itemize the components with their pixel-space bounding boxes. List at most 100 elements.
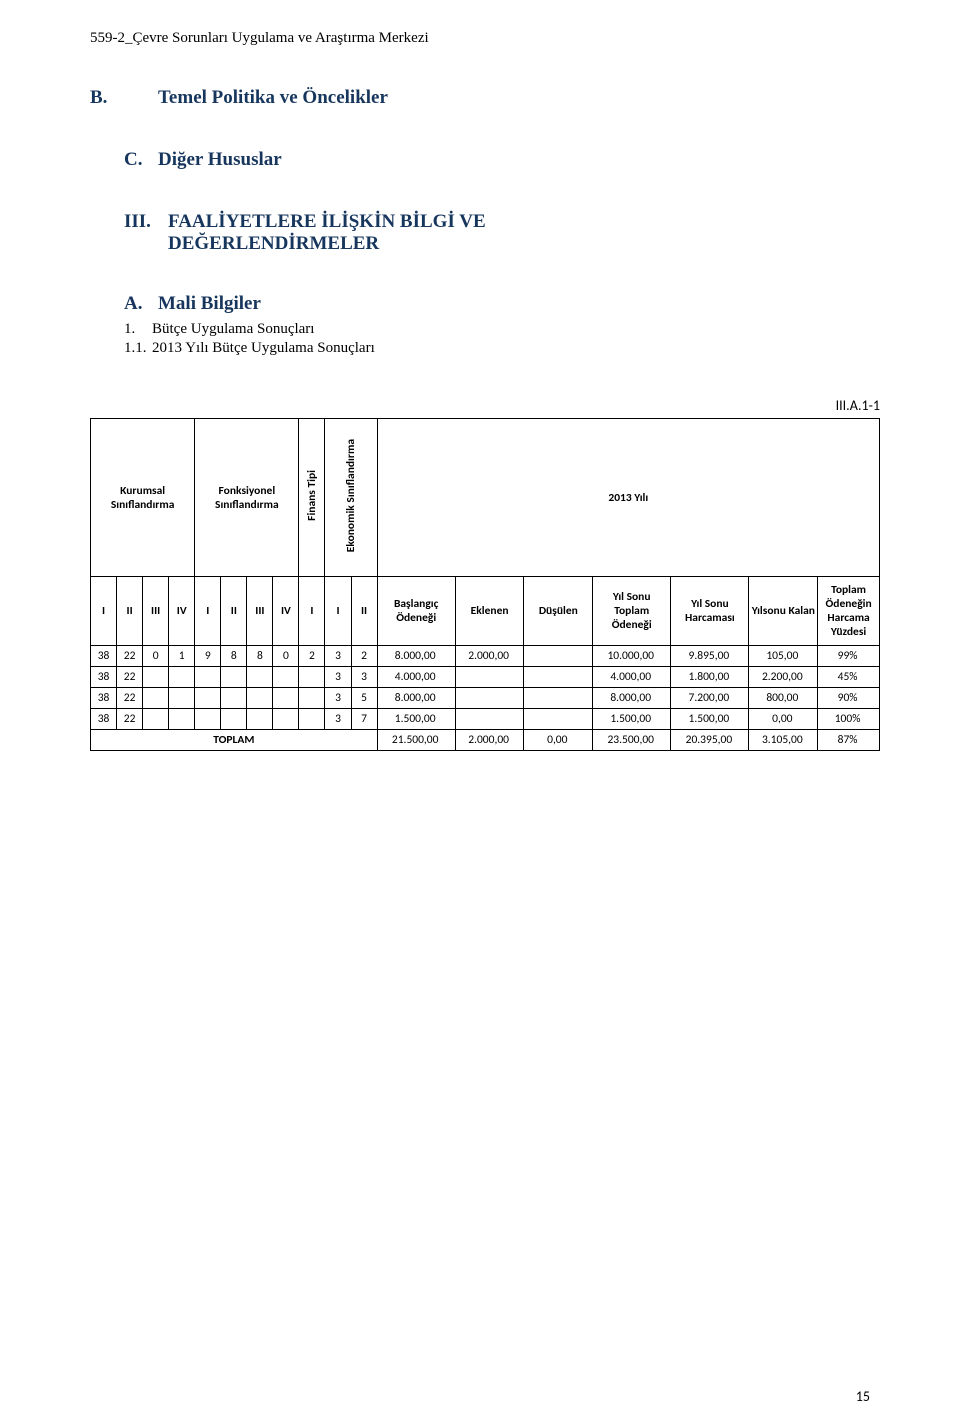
th-kurumsal: Kurumsal Sınıflandırma bbox=[91, 419, 195, 577]
code-cell bbox=[169, 667, 195, 688]
value-cell: 10.000,00 bbox=[593, 646, 671, 667]
totals-cell: 87% bbox=[818, 730, 880, 751]
code-cell bbox=[273, 667, 299, 688]
code-cell bbox=[299, 709, 325, 730]
th-code: II bbox=[117, 577, 143, 646]
budget-table: Kurumsal Sınıflandırma Fonksiyonel Sınıf… bbox=[90, 418, 880, 751]
totals-label: TOPLAM bbox=[91, 730, 378, 751]
code-cell bbox=[169, 688, 195, 709]
th-yilsonu-kalan: Yılsonu Kalan bbox=[749, 577, 818, 646]
value-cell: 8.000,00 bbox=[593, 688, 671, 709]
value-cell: 1.500,00 bbox=[671, 709, 749, 730]
code-cell: 38 bbox=[91, 688, 117, 709]
code-cell: 9 bbox=[195, 646, 221, 667]
code-cell bbox=[169, 709, 195, 730]
th-code: IV bbox=[273, 577, 299, 646]
value-cell: 8.000,00 bbox=[377, 646, 455, 667]
sub1-num: 1. bbox=[124, 321, 152, 338]
totals-row: TOPLAM21.500,002.000,000,0023.500,0020.3… bbox=[91, 730, 880, 751]
code-cell: 2 bbox=[351, 646, 377, 667]
section-b-title-text: Temel Politika ve Öncelikler bbox=[158, 87, 388, 108]
table-row: 38220198802328.000,002.000,0010.000,009.… bbox=[91, 646, 880, 667]
totals-cell: 0,00 bbox=[524, 730, 593, 751]
value-cell: 800,00 bbox=[749, 688, 818, 709]
sub2-text: 2013 Yılı Bütçe Uygulama Sonuçları bbox=[152, 340, 375, 356]
th-code: I bbox=[299, 577, 325, 646]
section-b-letter: B. bbox=[124, 87, 158, 109]
value-cell: 2.200,00 bbox=[749, 667, 818, 688]
th-yilsonu-harcama: Yıl Sonu Harcaması bbox=[671, 577, 749, 646]
code-cell: 22 bbox=[117, 646, 143, 667]
code-cell: 1 bbox=[169, 646, 195, 667]
th-eklenen: Eklenen bbox=[455, 577, 524, 646]
code-cell bbox=[221, 688, 247, 709]
value-cell: 90% bbox=[818, 688, 880, 709]
code-cell: 8 bbox=[247, 646, 273, 667]
section-iii-number: III. bbox=[124, 211, 168, 255]
th-code: I bbox=[91, 577, 117, 646]
th-code: III bbox=[143, 577, 169, 646]
code-cell: 3 bbox=[351, 667, 377, 688]
code-cell: 22 bbox=[117, 667, 143, 688]
value-cell bbox=[455, 709, 524, 730]
th-yil: 2013 Yılı bbox=[377, 419, 879, 577]
th-code: I bbox=[325, 577, 351, 646]
code-cell bbox=[247, 709, 273, 730]
th-code: II bbox=[351, 577, 377, 646]
value-cell bbox=[524, 667, 593, 688]
th-code: II bbox=[221, 577, 247, 646]
page-number: 15 bbox=[856, 1388, 870, 1405]
value-cell: 45% bbox=[818, 667, 880, 688]
value-cell: 9.895,00 bbox=[671, 646, 749, 667]
th-code: III bbox=[247, 577, 273, 646]
th-finans: Finans Tipi bbox=[299, 419, 325, 577]
code-cell: 0 bbox=[143, 646, 169, 667]
doc-header: 559-2_Çevre Sorunları Uygulama ve Araştı… bbox=[90, 30, 880, 47]
code-cell bbox=[299, 667, 325, 688]
value-cell: 4.000,00 bbox=[593, 667, 671, 688]
code-cell: 38 bbox=[91, 709, 117, 730]
section-iii-heading: III. FAALİYETLERE İLİŞKİN BİLGİ VE DEĞER… bbox=[90, 211, 880, 255]
totals-cell: 20.395,00 bbox=[671, 730, 749, 751]
totals-cell: 3.105,00 bbox=[749, 730, 818, 751]
code-cell bbox=[221, 667, 247, 688]
code-cell: 38 bbox=[91, 667, 117, 688]
code-cell bbox=[247, 688, 273, 709]
th-yilsonu-toplam: Yıl Sonu Toplam Ödeneği bbox=[593, 577, 671, 646]
code-cell: 8 bbox=[221, 646, 247, 667]
code-cell bbox=[221, 709, 247, 730]
value-cell: 1.500,00 bbox=[377, 709, 455, 730]
value-cell: 1.800,00 bbox=[671, 667, 749, 688]
sub2-num: 1.1. bbox=[124, 340, 152, 357]
code-cell: 3 bbox=[325, 688, 351, 709]
section-a-title-text: Mali Bilgiler bbox=[158, 293, 261, 314]
code-cell: 2 bbox=[299, 646, 325, 667]
th-baslangic: Başlangıç Ödeneği bbox=[377, 577, 455, 646]
code-cell bbox=[143, 667, 169, 688]
value-cell: 100% bbox=[818, 709, 880, 730]
code-cell bbox=[195, 709, 221, 730]
code-cell: 5 bbox=[351, 688, 377, 709]
code-cell: 3 bbox=[325, 709, 351, 730]
section-a-sub2: 1.1.2013 Yılı Bütçe Uygulama Sonuçları bbox=[124, 340, 880, 357]
code-cell: 0 bbox=[273, 646, 299, 667]
code-cell: 3 bbox=[325, 667, 351, 688]
value-cell: 4.000,00 bbox=[377, 667, 455, 688]
totals-cell: 23.500,00 bbox=[593, 730, 671, 751]
section-b-heading: B.Temel Politika ve Öncelikler bbox=[124, 87, 880, 109]
code-cell bbox=[195, 688, 221, 709]
section-a-letter: A. bbox=[124, 293, 158, 315]
value-cell: 105,00 bbox=[749, 646, 818, 667]
th-dusulen: Düşülen bbox=[524, 577, 593, 646]
value-cell bbox=[455, 667, 524, 688]
section-c-letter: C. bbox=[124, 149, 158, 171]
value-cell: 99% bbox=[818, 646, 880, 667]
value-cell: 7.200,00 bbox=[671, 688, 749, 709]
table-tag: III.A.1-1 bbox=[90, 397, 880, 414]
table-row: 3822371.500,001.500,001.500,000,00100% bbox=[91, 709, 880, 730]
value-cell: 1.500,00 bbox=[593, 709, 671, 730]
th-ekonomik: Ekonomik Sınıflandırma bbox=[325, 419, 377, 577]
sub1-text: Bütçe Uygulama Sonuçları bbox=[152, 321, 314, 337]
totals-cell: 21.500,00 bbox=[377, 730, 455, 751]
code-cell bbox=[273, 688, 299, 709]
